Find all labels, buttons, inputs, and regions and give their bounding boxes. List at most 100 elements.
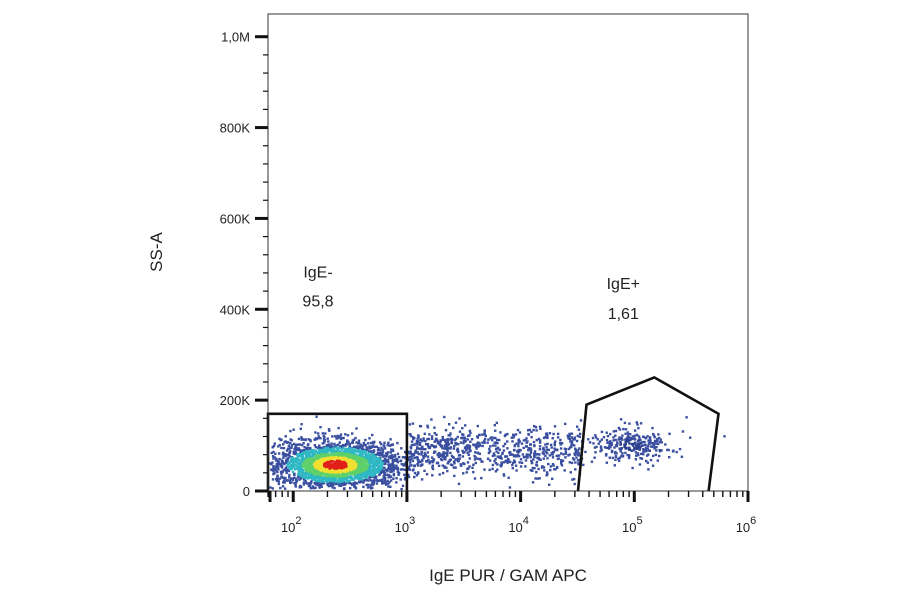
event-dot xyxy=(466,446,470,450)
event-dot xyxy=(476,436,479,439)
event-dot xyxy=(310,451,313,455)
event-dot xyxy=(287,444,291,447)
event-dot xyxy=(477,441,480,444)
event-dot xyxy=(421,459,424,463)
event-dot xyxy=(560,452,563,455)
event-dot xyxy=(658,449,661,452)
event-dot xyxy=(272,450,275,454)
event-dot xyxy=(506,447,509,450)
event-dot xyxy=(457,450,460,454)
event-dot xyxy=(573,453,577,457)
event-dot xyxy=(506,440,509,443)
event-dot xyxy=(339,450,342,454)
event-dot xyxy=(309,440,312,443)
event-dot xyxy=(297,461,300,465)
event-dot xyxy=(275,459,278,462)
event-dot xyxy=(307,456,310,459)
event-dot xyxy=(350,472,354,475)
event-dot xyxy=(481,441,484,444)
event-dot xyxy=(371,441,375,444)
event-dot xyxy=(626,453,629,457)
event-dot xyxy=(646,447,649,450)
event-dot xyxy=(290,467,294,470)
event-dot xyxy=(332,481,336,485)
event-dot xyxy=(301,471,304,474)
event-dot xyxy=(555,448,559,451)
event-dot xyxy=(412,443,415,446)
event-dot xyxy=(331,435,334,438)
event-dot xyxy=(660,441,663,444)
event-dot xyxy=(578,447,581,450)
event-dot xyxy=(292,442,296,446)
event-dot xyxy=(472,443,475,446)
event-dot xyxy=(464,439,467,442)
event-dot xyxy=(508,451,511,454)
event-dot xyxy=(624,442,627,445)
event-dot xyxy=(426,424,429,427)
event-dot xyxy=(442,455,445,458)
event-dot xyxy=(449,451,452,455)
event-dot xyxy=(303,459,307,463)
event-dot xyxy=(407,458,410,461)
event-dot xyxy=(409,461,412,464)
event-dot xyxy=(396,441,399,445)
event-dot xyxy=(468,450,471,453)
event-dot xyxy=(350,455,353,458)
event-dot xyxy=(539,427,542,430)
event-dot xyxy=(380,467,384,470)
event-dot xyxy=(530,430,533,434)
event-dot xyxy=(488,450,491,453)
event-dot xyxy=(577,462,580,465)
event-dot xyxy=(550,451,553,455)
event-dot xyxy=(290,456,294,459)
event-dot xyxy=(379,470,382,473)
event-dot xyxy=(527,449,530,452)
event-dot xyxy=(564,422,567,426)
event-dot xyxy=(295,477,298,480)
event-dot xyxy=(537,467,540,471)
event-dot xyxy=(327,428,331,431)
event-dot xyxy=(317,478,321,481)
event-dot xyxy=(346,480,350,483)
event-dot xyxy=(437,441,440,445)
event-dot xyxy=(388,480,391,484)
event-dot xyxy=(350,441,354,445)
event-dot xyxy=(491,467,494,471)
event-dot xyxy=(281,460,284,463)
event-dot xyxy=(443,466,446,469)
event-dot xyxy=(443,444,447,447)
event-dot xyxy=(304,481,307,485)
event-dot xyxy=(618,437,622,441)
event-dot xyxy=(385,455,388,458)
event-dot xyxy=(629,433,632,436)
event-dot xyxy=(363,470,366,474)
event-dot xyxy=(384,462,387,466)
event-dot xyxy=(633,434,636,437)
event-dot xyxy=(633,446,636,449)
event-dot xyxy=(441,446,444,450)
event-dot xyxy=(367,452,370,455)
event-dot xyxy=(513,449,516,452)
event-dot xyxy=(507,457,510,461)
event-dot xyxy=(608,456,611,459)
event-dot xyxy=(599,446,603,450)
event-dot xyxy=(651,464,655,467)
event-dot xyxy=(605,438,609,442)
event-dot xyxy=(297,443,300,446)
event-dot xyxy=(428,460,432,463)
event-dot xyxy=(439,440,442,444)
event-dot xyxy=(386,451,390,454)
event-dot xyxy=(478,442,481,445)
event-dot xyxy=(292,450,295,453)
event-dot xyxy=(484,434,487,438)
event-dot xyxy=(647,442,651,445)
event-dot xyxy=(371,486,374,490)
event-dot xyxy=(388,456,391,459)
event-dot xyxy=(509,460,512,464)
event-dot xyxy=(416,447,419,450)
event-dot xyxy=(400,487,403,491)
event-dot xyxy=(443,447,446,450)
event-dot xyxy=(578,432,582,436)
x-axis-title: IgE PUR / GAM APC xyxy=(429,566,587,585)
event-dot xyxy=(637,435,641,438)
